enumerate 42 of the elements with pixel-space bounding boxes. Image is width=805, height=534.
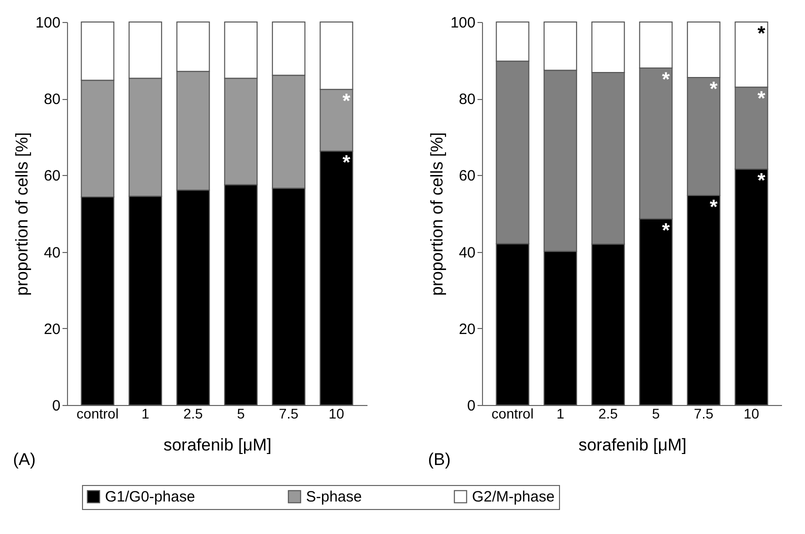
- x-tick-label: control: [76, 406, 119, 422]
- y-tick-label: 100: [450, 14, 476, 32]
- x-tick-label: 10: [744, 406, 760, 422]
- annotation: *: [758, 88, 766, 110]
- x-axis-title: sorafenib [μM]: [578, 436, 687, 454]
- x-tick-label: 5: [652, 406, 660, 422]
- annotation: *: [758, 170, 766, 192]
- annotation: *: [342, 90, 351, 112]
- y-tick-label: 60: [44, 168, 60, 185]
- y-tick-label: 80: [44, 91, 60, 108]
- y-tick-label: 0: [52, 398, 60, 414]
- y-tick-label: 80: [458, 91, 476, 108]
- annotation: *: [758, 23, 766, 45]
- y-tick-label: 20: [44, 320, 60, 338]
- x-tick-label: control: [492, 406, 534, 422]
- x-tick-label: 1: [556, 406, 564, 422]
- x-tick-label: 10: [328, 406, 344, 422]
- annotation: *: [662, 220, 670, 242]
- annotation: *: [342, 152, 351, 174]
- y-tick-label: 40: [44, 244, 60, 262]
- text: (B): [428, 450, 451, 469]
- x-tick-label: 1: [141, 406, 150, 422]
- legend-label: G1/G0-phase: [105, 488, 196, 506]
- x-tick-label: 2.5: [598, 406, 618, 422]
- y-axis-title: proportion of cells [%]: [12, 132, 32, 296]
- x-tick-label: 2.5: [183, 406, 204, 422]
- y-tick-label: 60: [458, 168, 476, 185]
- x-tick-label: 5: [236, 406, 245, 422]
- y-tick-label: 0: [467, 398, 476, 414]
- annotation: *: [710, 78, 718, 101]
- annotation: *: [710, 196, 718, 218]
- y-tick-label: 40: [458, 244, 476, 262]
- x-axis-title: sorafenib [μM]: [163, 436, 272, 454]
- x-tick-label: 7.5: [278, 406, 299, 422]
- x-tick-label: 7.5: [694, 406, 714, 422]
- annotation: *: [662, 68, 670, 91]
- legend-label: S-phase: [306, 488, 362, 506]
- y-axis-title: proportion of cells [%]: [427, 132, 446, 296]
- text: (A): [13, 450, 36, 469]
- legend-label: G2/M-phase: [472, 488, 555, 506]
- y-tick-label: 20: [458, 320, 476, 338]
- y-tick-label: 100: [35, 14, 60, 32]
